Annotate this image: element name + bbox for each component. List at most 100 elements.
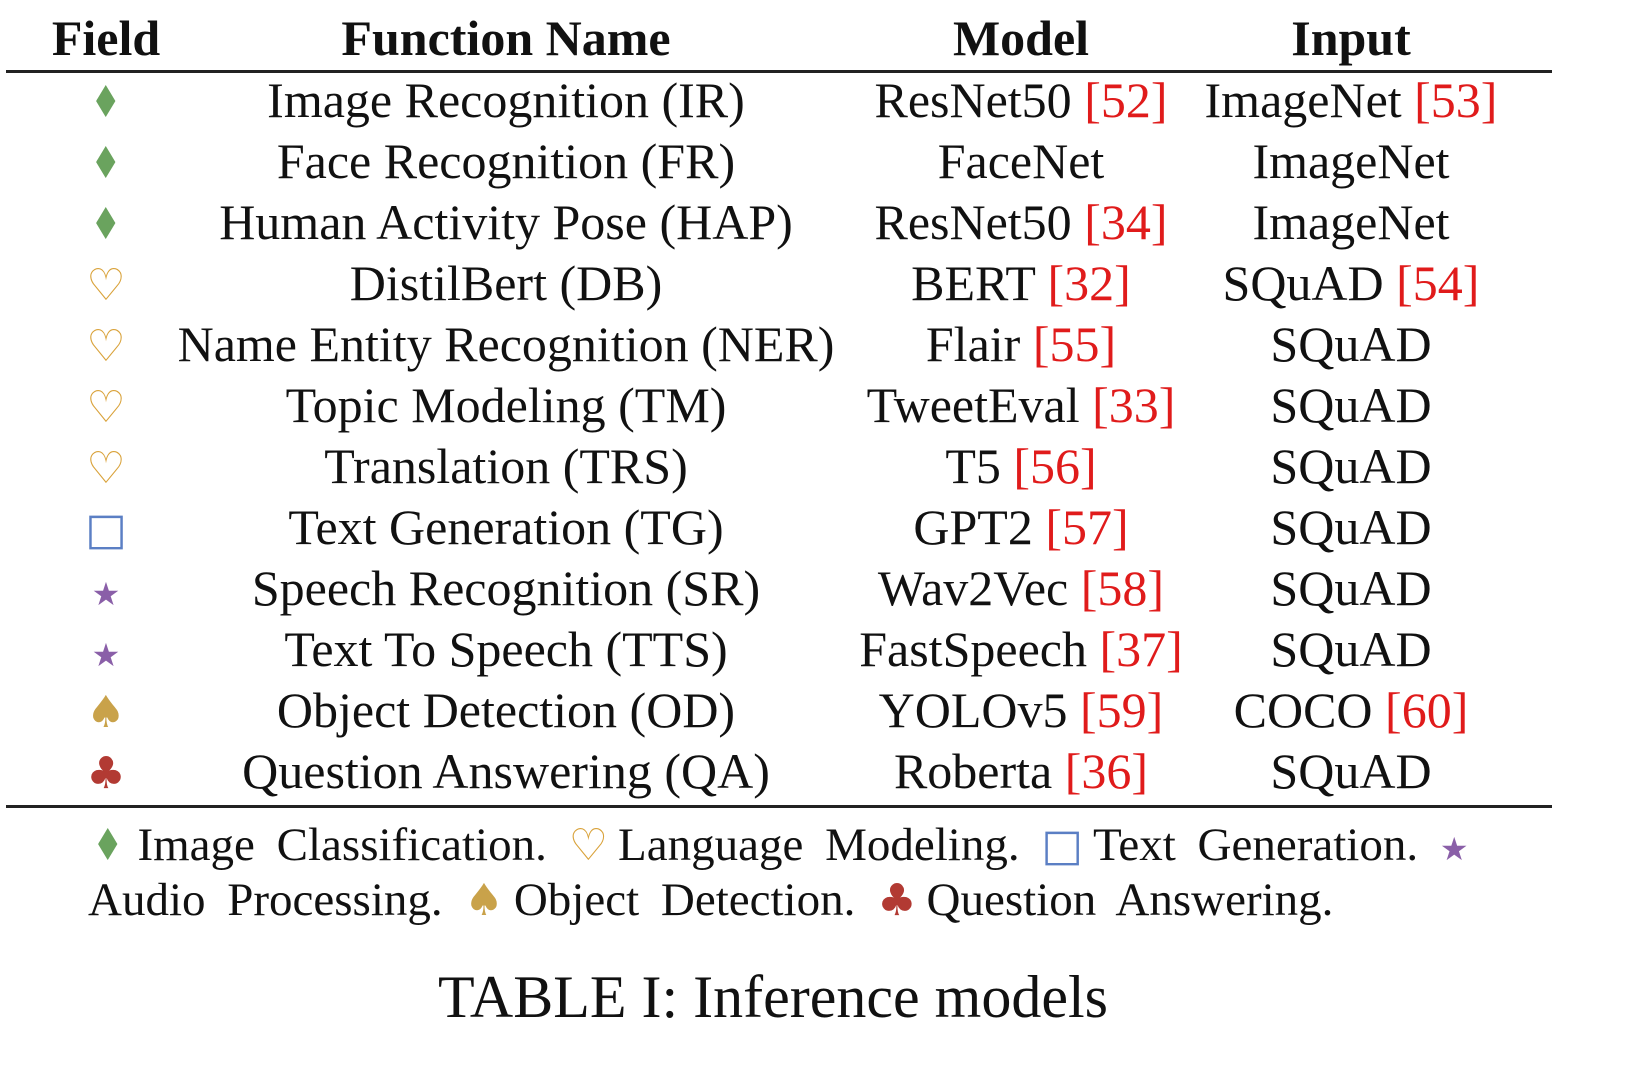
- model-cell: Flair [55]: [841, 314, 1201, 375]
- star-icon: ★: [91, 636, 121, 674]
- input-cell: ImageNet: [1181, 131, 1521, 192]
- model-citation-link[interactable]: [58]: [1080, 560, 1165, 616]
- field-cell: ♡: [51, 375, 161, 436]
- heart-icon: ♡: [86, 382, 126, 433]
- model-citation-link[interactable]: [52]: [1084, 72, 1168, 128]
- heart-icon: ♡: [86, 260, 126, 311]
- diamond-icon: ♦: [90, 77, 122, 128]
- model-name: T5: [945, 438, 1014, 494]
- square-icon: □: [85, 504, 127, 555]
- model-name: BERT: [911, 255, 1048, 311]
- model-citation-link[interactable]: [59]: [1080, 682, 1164, 738]
- model-name: ResNet50: [874, 72, 1085, 128]
- top-rule: [6, 70, 1552, 73]
- function-name-cell: Name Entity Recognition (NER): [177, 316, 835, 372]
- input-name: SQuAD: [1270, 499, 1432, 555]
- model-name: YOLOv5: [878, 682, 1081, 738]
- legend-label-question-answering: Question Answering.: [926, 874, 1334, 926]
- function-name-cell: Text Generation (TG): [288, 499, 724, 555]
- table-caption: TABLE I: Inference models: [438, 964, 1108, 1030]
- input-name: COCO: [1233, 682, 1386, 738]
- model-citation-link[interactable]: [33]: [1092, 377, 1176, 433]
- model-citation-link[interactable]: [32]: [1047, 255, 1131, 311]
- field-cell: ♦: [51, 192, 161, 253]
- model-citation-link[interactable]: [55]: [1032, 316, 1117, 372]
- function-name-cell: Human Activity Pose (HAP): [219, 194, 793, 250]
- input-citation-link[interactable]: [54]: [1396, 255, 1480, 311]
- heart-icon: ♡: [86, 321, 126, 372]
- input-citation-link[interactable]: [60]: [1385, 682, 1469, 738]
- function-name-cell: Text To Speech (TTS): [284, 621, 728, 677]
- header-function-name: Function Name: [341, 10, 671, 66]
- field-cell: ♦: [51, 70, 161, 131]
- model-name: Wav2Vec: [877, 560, 1081, 616]
- heart-icon: ♡: [86, 443, 126, 494]
- model-cell: Roberta [36]: [841, 741, 1201, 802]
- table-row: ♠ Object Detection (OD) YOLOv5 [59] COCO [6…: [6, 680, 1552, 741]
- input-name: ImageNet: [1252, 133, 1450, 189]
- model-cell: T5 [56]: [841, 436, 1201, 497]
- header-input: Input: [1291, 10, 1411, 66]
- table-row: ♦ Human Activity Pose (HAP) ResNet50 [34] I…: [6, 192, 1552, 253]
- input-cell: SQuAD: [1181, 558, 1521, 619]
- model-name: Roberta: [893, 743, 1065, 799]
- table-row: ♡ Translation (TRS) T5 [56] SQuAD: [6, 436, 1552, 497]
- model-cell: ResNet50 [34]: [841, 192, 1201, 253]
- table-row: ♦ Image Recognition (IR) ResNet50 [52] Imag…: [6, 70, 1552, 131]
- legend-line-1: ♦ Image Classification. ♡ Language Modelin…: [88, 818, 1548, 873]
- input-cell: ImageNet [53]: [1181, 70, 1521, 131]
- field-cell: ♡: [51, 436, 161, 497]
- model-citation-link[interactable]: [36]: [1064, 743, 1149, 799]
- legend-label-object-detection: Object Detection.: [513, 874, 856, 926]
- model-citation-link[interactable]: [34]: [1084, 194, 1168, 250]
- field-cell: ♡: [51, 253, 161, 314]
- model-name: TweetEval: [866, 377, 1093, 433]
- input-cell: SQuAD: [1181, 375, 1521, 436]
- input-cell: SQuAD [54]: [1181, 253, 1521, 314]
- diamond-icon: ♦: [90, 199, 122, 250]
- club-icon: ♣: [877, 875, 917, 926]
- bottom-rule: [6, 805, 1552, 808]
- field-cell: ♣: [51, 741, 161, 802]
- model-citation-link[interactable]: [37]: [1099, 621, 1183, 677]
- table-row: ♦ Face Recognition (FR) FaceNet ImageNet: [6, 131, 1552, 192]
- diamond-icon: ♦: [92, 820, 124, 871]
- model-cell: TweetEval [33]: [841, 375, 1201, 436]
- field-cell: ★: [51, 619, 161, 680]
- model-citation-link[interactable]: [57]: [1045, 499, 1129, 555]
- input-cell: SQuAD: [1181, 436, 1521, 497]
- table-header: Field Function Name Model Input: [6, 8, 1552, 68]
- table-row: ★ Text To Speech (TTS) FastSpeech [37] SQuA…: [6, 619, 1552, 680]
- table-row: ★ Speech Recognition (SR) Wav2Vec [58] SQuA…: [6, 558, 1552, 619]
- input-citation-link[interactable]: [53]: [1414, 72, 1498, 128]
- model-name: GPT2: [913, 499, 1046, 555]
- function-name-cell: Question Answering (QA): [242, 743, 770, 799]
- star-icon: ★: [1439, 830, 1469, 868]
- function-name-cell: Translation (TRS): [324, 438, 688, 494]
- table-row: ♡ Name Entity Recognition (NER) Flair [55]…: [6, 314, 1552, 375]
- model-citation-link[interactable]: [56]: [1013, 438, 1097, 494]
- function-name-cell: Face Recognition (FR): [276, 133, 736, 189]
- input-name: SQuAD: [1270, 438, 1432, 494]
- function-name-cell: Object Detection (OD): [276, 682, 736, 738]
- field-cell: □: [51, 497, 161, 558]
- table-row: ♡ DistilBert (DB) BERT [32] SQuAD [54]: [6, 253, 1552, 314]
- function-name-cell: Image Recognition (IR): [267, 72, 745, 128]
- model-cell: FastSpeech [37]: [841, 619, 1201, 680]
- table-row: ♣ Question Answering (QA) Roberta [36] SQuA…: [6, 741, 1552, 802]
- legend-label-text-generation: Text Generation.: [1092, 819, 1419, 871]
- club-icon: ♣: [86, 748, 126, 799]
- diamond-icon: ♦: [90, 138, 122, 189]
- input-name: SQuAD: [1270, 621, 1432, 677]
- input-name: ImageNet: [1252, 194, 1450, 250]
- function-name-cell: Speech Recognition (SR): [251, 560, 761, 616]
- input-cell: SQuAD: [1181, 619, 1521, 680]
- legend-label-language-modeling: Language Modeling.: [618, 819, 1020, 871]
- model-cell: BERT [32]: [841, 253, 1201, 314]
- input-name: SQuAD: [1270, 316, 1432, 372]
- table-row: □ Text Generation (TG) GPT2 [57] SQuAD: [6, 497, 1552, 558]
- spade-icon: ♠: [464, 875, 504, 926]
- field-cell: ♠: [51, 680, 161, 741]
- input-cell: SQuAD: [1181, 741, 1521, 802]
- input-name: SQuAD: [1270, 377, 1432, 433]
